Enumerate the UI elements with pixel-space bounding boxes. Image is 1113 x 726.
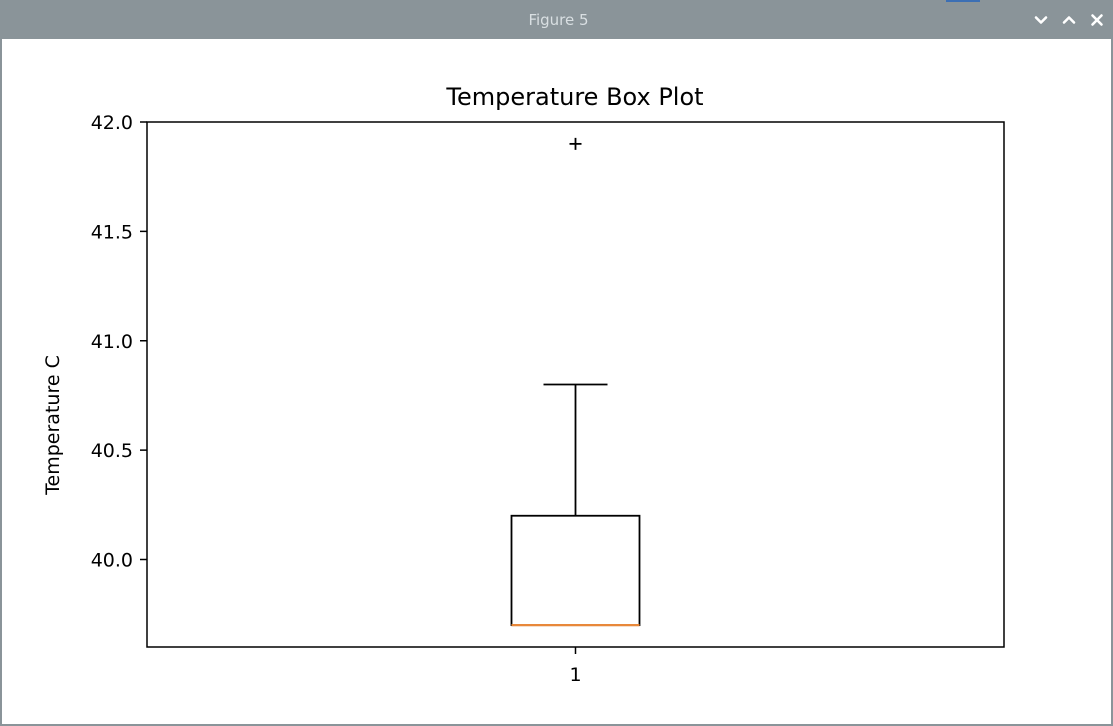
chart-title: Temperature Box Plot (445, 83, 703, 111)
y-tick-label: 40.0 (91, 550, 133, 572)
window-titlebar[interactable]: Figure 5 (2, 0, 1113, 39)
y-tick-label: 42.0 (91, 112, 133, 134)
y-axis-label: Temperature C (42, 355, 64, 496)
chevron-up-icon[interactable] (1059, 10, 1079, 30)
outlier-point (569, 137, 582, 150)
y-ticks: 40.0 40.5 41.0 41.5 42.0 (91, 112, 147, 572)
x-tick-label: 1 (569, 664, 581, 686)
y-tick-label: 40.5 (91, 440, 133, 462)
window-controls (1031, 0, 1107, 39)
plot-frame (146, 121, 1005, 648)
boxes (510, 137, 641, 627)
box-plot-chart: Temperature Box Plot Temperature C 40.04… (42, 83, 1005, 686)
chevron-down-icon[interactable] (1031, 10, 1051, 30)
y-tick-label: 41.0 (91, 331, 133, 353)
x-ticks: 1 (569, 647, 582, 686)
titlebar-accent (946, 0, 980, 2)
close-icon[interactable] (1087, 10, 1107, 30)
y-tick-label: 41.5 (91, 221, 133, 243)
box-iqr (510, 514, 641, 627)
window-title: Figure 5 (528, 11, 589, 29)
